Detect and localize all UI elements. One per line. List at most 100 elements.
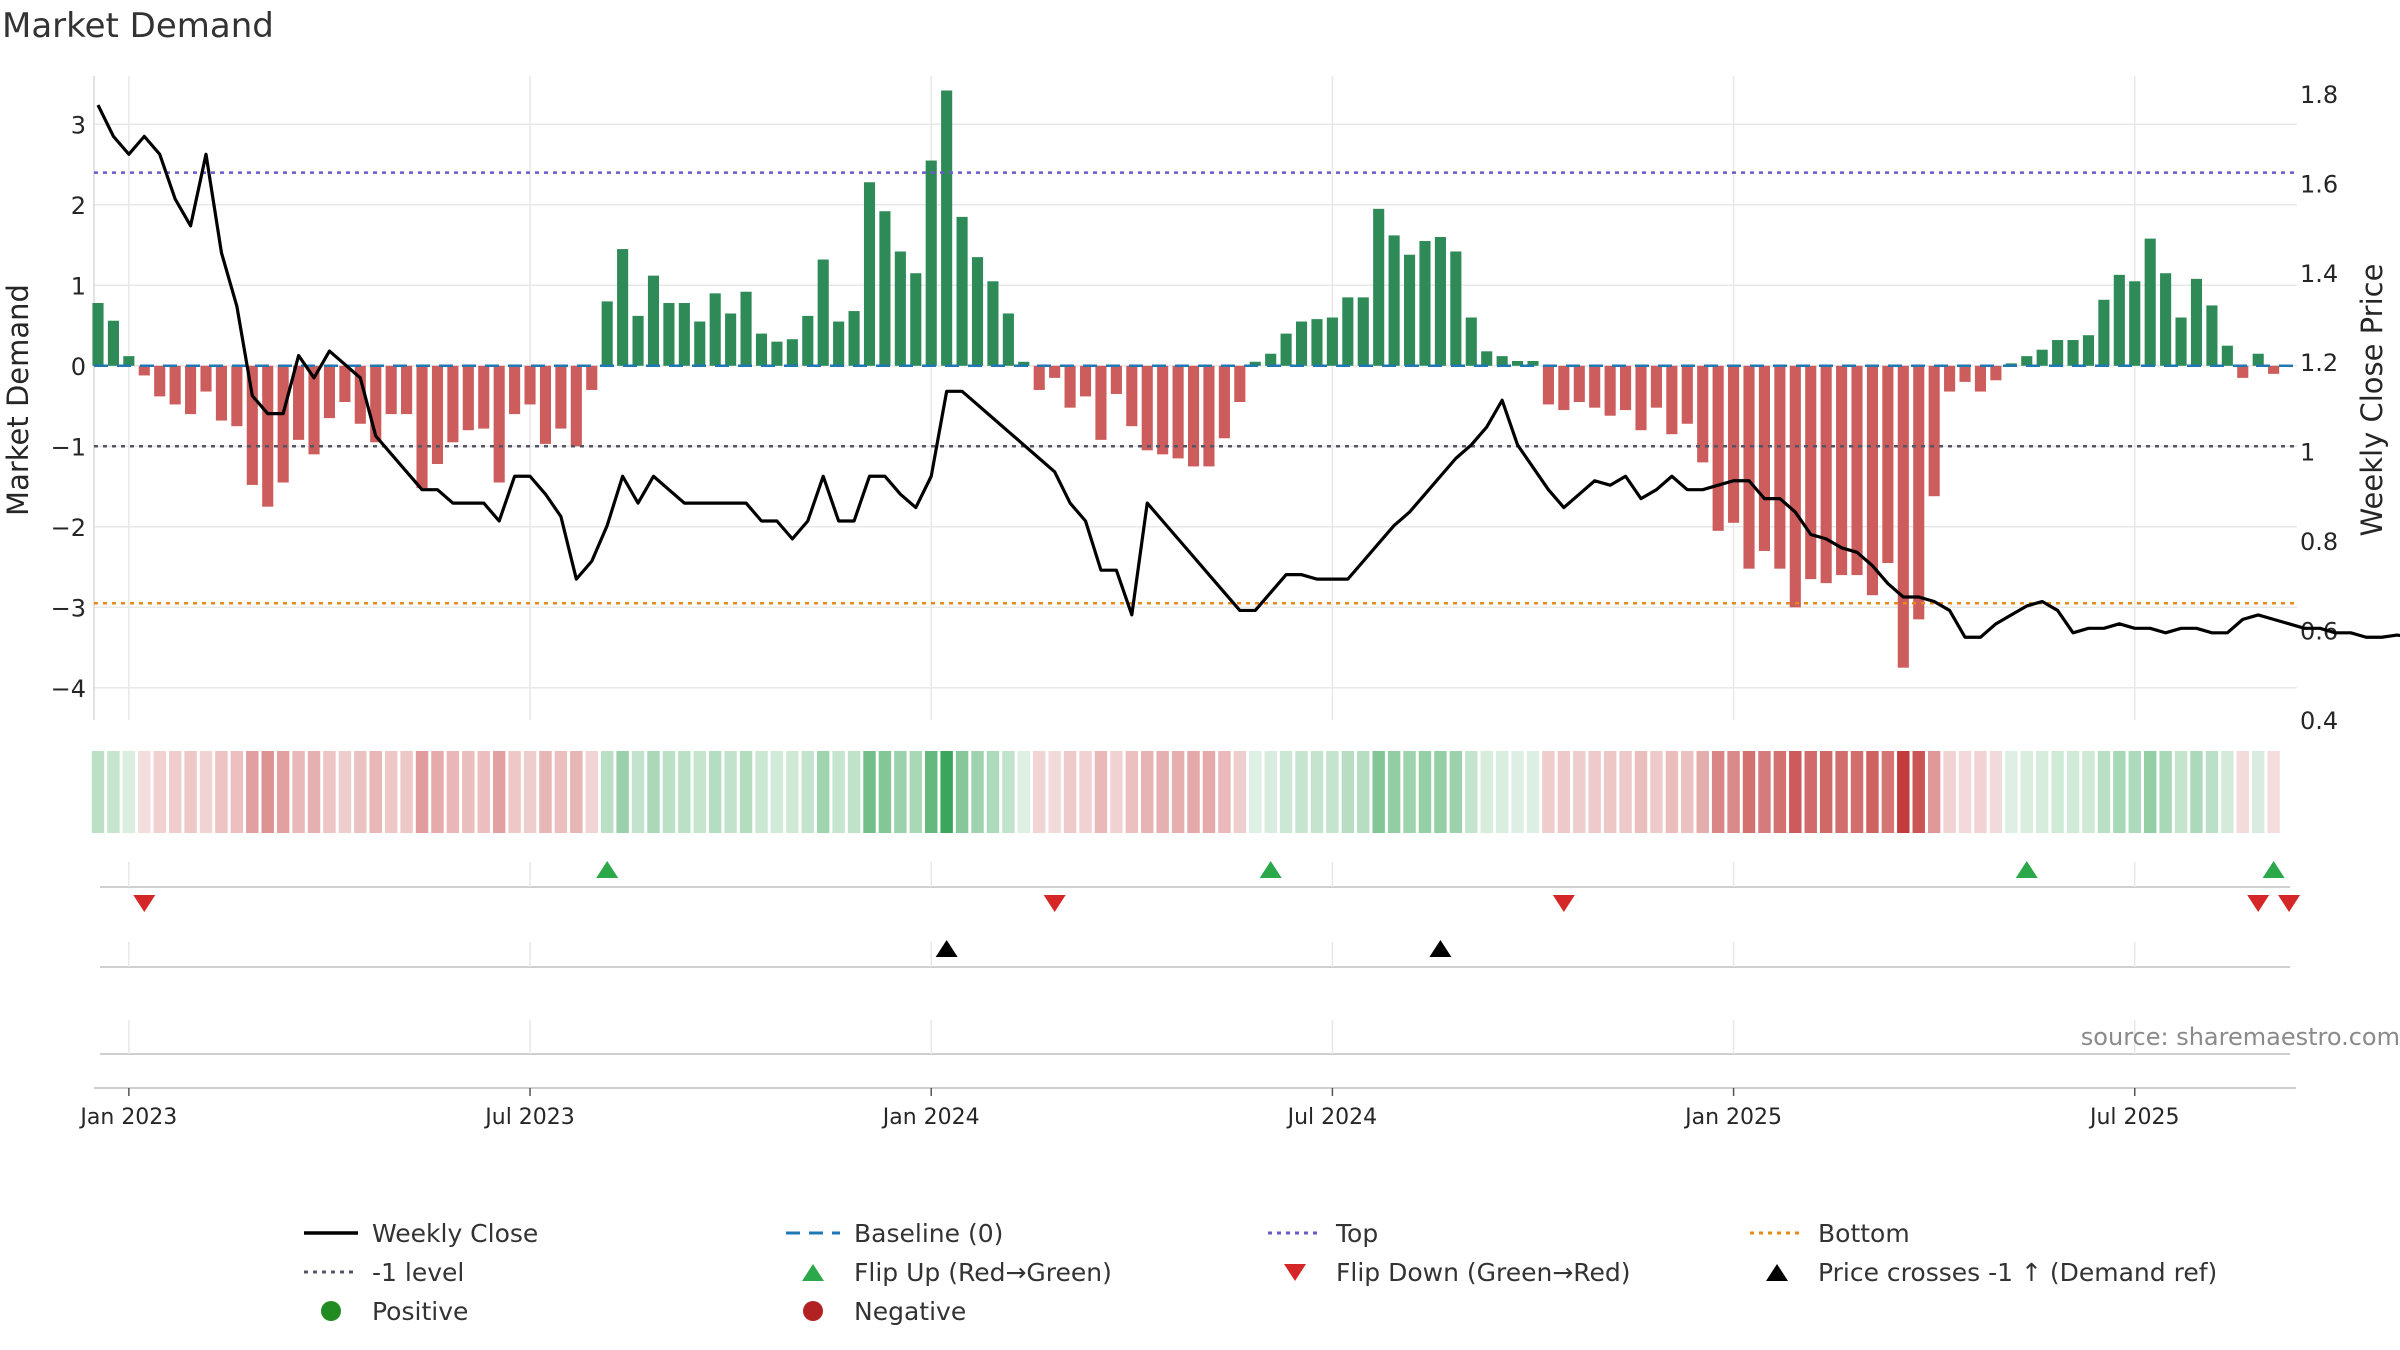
heat-strip-cell [1310,751,1324,833]
heat-strip-cell [1974,751,1987,833]
heat-strip-cell [2267,751,2280,833]
heat-strip-cell [2066,751,2080,833]
demand-bar [1589,365,1601,408]
heat-strip-cell [1511,751,1524,833]
demand-bar [1203,365,1215,467]
demand-bar [971,257,984,366]
heat-strip-cell [878,751,892,833]
demand-bar [154,365,166,397]
heat-strip-cell [1958,751,1972,833]
demand-bar [539,365,552,444]
heat-strip-cell [1357,751,1370,833]
demand-bar [1342,297,1354,366]
legend-symbol [300,1214,362,1252]
demand-bar [1542,365,1554,405]
heat-strip-cell [323,751,336,833]
heat-strip-cell [276,751,290,833]
heat-strip-cell [1758,751,1771,833]
heat-strip-cell [2236,751,2249,833]
heat-strip-cell [2097,751,2111,833]
legend-label: Flip Up (Red→Green) [854,1257,1112,1287]
heat-strip-cell [354,751,367,833]
legend-symbol [1264,1253,1326,1291]
flip-up-marker [596,861,619,878]
demand-bar [2237,365,2249,378]
heat-strip-cell [199,751,213,833]
demand-bar [2036,349,2048,366]
y-tick-label: 3 [71,111,86,139]
heat-strip-cell [585,751,598,833]
demand-bar [1218,365,1230,439]
demand-bar [1820,365,1832,584]
heat-strip-cell [2221,751,2234,833]
y2-tick-label: 1.2 [2300,349,2338,377]
demand-bar [663,303,675,366]
heat-strip-cell [1727,751,1740,833]
heat-strip-cell [631,751,645,833]
heat-strip-cell [708,751,722,833]
heat-strip-cell [1742,751,1756,833]
heat-strip-cell [832,751,845,833]
heat-strip-cell [1665,751,1679,833]
demand-bar [138,365,150,376]
heat-strip-cell [91,751,105,833]
y-tick-label: 2 [71,192,86,220]
heat-strip-cell [1048,751,1061,833]
demand-bar [1064,365,1076,408]
heat-strip-cell [384,751,398,833]
price-cross-marker [1429,940,1452,957]
heat-strip-cell [2143,751,2157,833]
y-tick-label: −1 [51,433,86,461]
heat-strip-cell [1789,751,1802,833]
heat-strip-cell [770,751,784,833]
y-axis-label: Market Demand [1,284,35,516]
demand-bar [2206,305,2218,366]
demand-bar [1388,235,1400,366]
weekly-close-line [96,104,2400,639]
heat-strip-cell [1326,751,1339,833]
demand-bar [200,365,212,392]
demand-bar [956,216,968,366]
heat-strip-cell [1835,751,1848,833]
x-tick-label: Jan 2023 [78,1105,177,1130]
heat-strip-cell [431,751,444,833]
demand-bar [833,321,845,366]
heat-strip-cell [246,751,259,833]
x-tick-label: Jul 2023 [483,1105,575,1130]
legend-item: Baseline (0) [782,1214,1003,1252]
heat-strip-cell [1418,751,1432,833]
legend-item: Positive [300,1292,468,1330]
y2-axis-label: Weekly Close Price [2355,264,2389,537]
flip-down-marker [1552,895,1575,912]
demand-bar [462,365,474,431]
demand-bar [1234,365,1246,403]
heat-strip-cell [230,751,244,833]
demand-bar [1002,313,1014,366]
demand-bar [1049,365,1061,378]
demand-bar [725,313,737,366]
source-credit: source: sharemaestro.com [2080,1023,2400,1051]
demand-bar [1743,365,1755,569]
heat-strip-cell [971,751,984,833]
heat-strip-cell [1449,751,1463,833]
demand-bar [509,365,521,415]
legend-label: Flip Down (Green→Red) [1336,1257,1631,1287]
x-tick-label: Jul 2025 [2088,1105,2180,1130]
demand-bar [2067,340,2079,366]
demand-bar [2268,365,2280,374]
demand-bar [1913,365,1925,620]
legend-item: Weekly Close [300,1214,538,1252]
legend-item: -1 level [300,1253,464,1291]
y2-tick-label: 1.6 [2300,170,2338,198]
demand-bar [1079,365,1092,397]
demand-bar [401,365,413,415]
demand-bar [2129,281,2141,366]
legend-label: Price crosses -1 ↑ (Demand ref) [1818,1257,2218,1287]
heat-strip-cell [1202,751,1216,833]
legend-symbol [782,1292,844,1330]
heat-strip-cell [1681,751,1694,833]
demand-bar [1033,365,1045,390]
heat-strip-cell [1943,751,1956,833]
demand-bar [987,281,999,366]
demand-bar [879,211,891,366]
